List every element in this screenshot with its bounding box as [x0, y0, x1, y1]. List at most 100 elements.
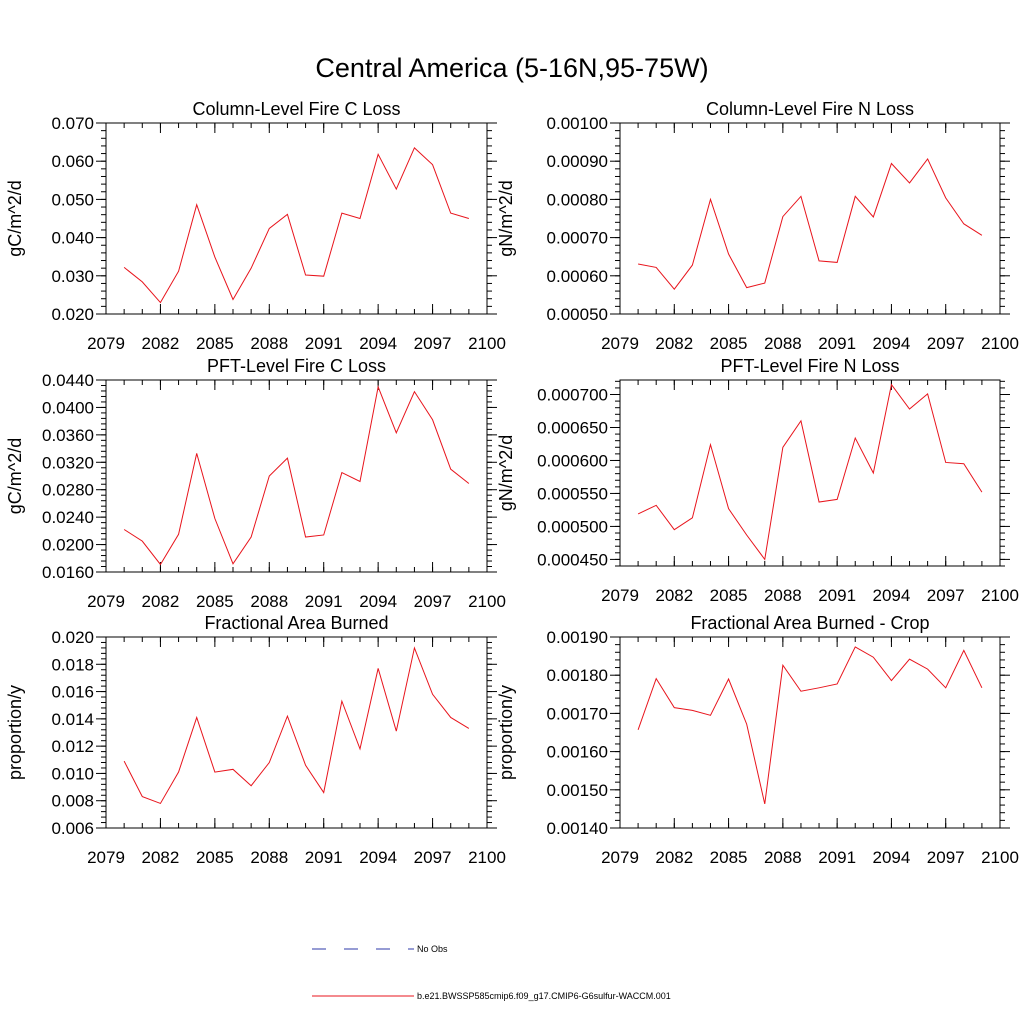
x-tick-label: 2097 [414, 848, 452, 867]
y-tick-label: 0.060 [51, 152, 94, 171]
x-tick-label: 2085 [196, 334, 234, 353]
y-tick-label: 0.040 [51, 229, 94, 248]
y-tick-label: 0.00170 [547, 704, 608, 723]
x-tick-label: 2085 [710, 334, 748, 353]
panel-4: PFT-Level Fire N Loss gN/m^2/d 2079 2082 208… [496, 356, 1019, 605]
figure-title: Central America (5-16N,95-75W) [315, 53, 708, 83]
x-tick-label: 2094 [359, 848, 397, 867]
y-tick-label: 0.020 [51, 305, 94, 324]
y-tick-label: 0.000600 [537, 451, 608, 470]
y-tick-label: 0.0360 [42, 426, 94, 445]
y-tick-label: 0.00070 [547, 229, 608, 248]
x-tick-label: 2091 [818, 334, 856, 353]
series-line [638, 157, 983, 290]
panels: Column-Level Fire C Loss gC/m^2/d 2079 2082… [5, 99, 1019, 867]
y-axis-label: gN/m^2/d [496, 180, 516, 256]
x-tick-label: 2100 [468, 334, 506, 353]
panel-title: Fractional Area Burned [204, 613, 388, 633]
series-line [123, 646, 470, 805]
series-line [123, 146, 470, 304]
y-tick-label: 0.000700 [537, 386, 608, 405]
x-tick-label: 2082 [655, 586, 693, 605]
panel-1: Column-Level Fire C Loss gC/m^2/d 2079 2082… [5, 99, 506, 353]
panel-title: PFT-Level Fire N Loss [720, 356, 899, 376]
y-tick-label: 0.0320 [42, 453, 94, 472]
plot-frame [105, 122, 488, 315]
x-tick-label: 2094 [359, 334, 397, 353]
x-tick-label: 2094 [873, 848, 911, 867]
y-tick-label: 0.018 [51, 655, 94, 674]
series-line [123, 385, 470, 566]
x-tick-label: 2088 [250, 848, 288, 867]
x-tick-label: 2097 [927, 848, 965, 867]
y-axis-label: proportion/y [5, 685, 25, 780]
x-tick-label: 2079 [601, 586, 639, 605]
legend: No Obs b.e21.BWSSP585cmip6.f09_g17.CMIP6-… [312, 944, 671, 1001]
y-tick-label: 0.00050 [547, 305, 608, 324]
panel-title: Column-Level Fire C Loss [192, 99, 400, 119]
x-tick-label: 2091 [305, 334, 343, 353]
panel-3: PFT-Level Fire C Loss gC/m^2/d 2079 2082 208… [5, 356, 506, 611]
y-axis-label: gC/m^2/d [5, 438, 25, 514]
x-tick-label: 2088 [250, 592, 288, 611]
y-tick-label: 0.014 [51, 710, 94, 729]
y-tick-label: 0.000450 [537, 550, 608, 569]
legend-entry-1: No Obs [312, 944, 448, 954]
x-tick-label: 2097 [927, 586, 965, 605]
y-tick-label: 0.00150 [547, 781, 608, 800]
x-tick-label: 2085 [710, 848, 748, 867]
y-tick-label: 0.012 [51, 737, 94, 756]
y-tick-label: 0.020 [51, 628, 94, 647]
legend-label: b.e21.BWSSP585cmip6.f09_g17.CMIP6-G6sulf… [417, 991, 671, 1001]
plot-frame [619, 122, 1001, 315]
y-tick-label: 0.010 [51, 764, 94, 783]
panel-5: Fractional Area Burned proportion/y 2079 20… [5, 613, 506, 867]
y-tick-label: 0.00100 [547, 114, 608, 133]
x-tick-label: 2097 [414, 334, 452, 353]
panel-title: Column-Level Fire N Loss [706, 99, 914, 119]
x-tick-label: 2097 [414, 592, 452, 611]
y-tick-label: 0.030 [51, 267, 94, 286]
panel-title: Fractional Area Burned - Crop [690, 613, 929, 633]
y-tick-label: 0.00140 [547, 819, 608, 838]
y-tick-label: 0.00180 [547, 666, 608, 685]
y-tick-label: 0.00060 [547, 267, 608, 286]
panel-title: PFT-Level Fire C Loss [207, 356, 386, 376]
x-tick-label: 2082 [142, 592, 180, 611]
plot-frame [619, 379, 1001, 567]
x-tick-label: 2088 [250, 334, 288, 353]
plot-frame [619, 636, 1001, 829]
y-tick-label: 0.0440 [42, 371, 94, 390]
x-tick-label: 2088 [764, 334, 802, 353]
y-axis-label: gC/m^2/d [5, 180, 25, 256]
x-tick-label: 2085 [196, 848, 234, 867]
x-tick-label: 2100 [981, 586, 1019, 605]
x-tick-label: 2082 [655, 334, 693, 353]
x-tick-label: 2094 [359, 592, 397, 611]
y-tick-label: 0.000650 [537, 418, 608, 437]
x-tick-label: 2100 [468, 592, 506, 611]
x-tick-label: 2091 [818, 848, 856, 867]
y-tick-label: 0.000550 [537, 484, 608, 503]
y-tick-label: 0.0160 [42, 563, 94, 582]
x-tick-label: 2079 [87, 334, 125, 353]
x-tick-label: 2079 [87, 848, 125, 867]
x-tick-label: 2091 [305, 848, 343, 867]
x-tick-label: 2088 [764, 586, 802, 605]
y-tick-label: 0.0200 [42, 536, 94, 555]
x-tick-label: 2100 [981, 334, 1019, 353]
x-tick-label: 2079 [601, 334, 639, 353]
y-tick-label: 0.016 [51, 683, 94, 702]
series-line [637, 383, 983, 561]
y-tick-label: 0.0240 [42, 508, 94, 527]
y-tick-label: 0.050 [51, 190, 94, 209]
y-tick-label: 0.0400 [42, 398, 94, 417]
x-tick-label: 2100 [981, 848, 1019, 867]
x-tick-label: 2082 [142, 848, 180, 867]
x-tick-label: 2079 [87, 592, 125, 611]
panel-6: Fractional Area Burned - Crop proportion/… [496, 613, 1019, 867]
legend-entry-2: b.e21.BWSSP585cmip6.f09_g17.CMIP6-G6sulf… [312, 991, 671, 1001]
y-tick-label: 0.00090 [547, 152, 608, 171]
legend-label: No Obs [417, 944, 448, 954]
